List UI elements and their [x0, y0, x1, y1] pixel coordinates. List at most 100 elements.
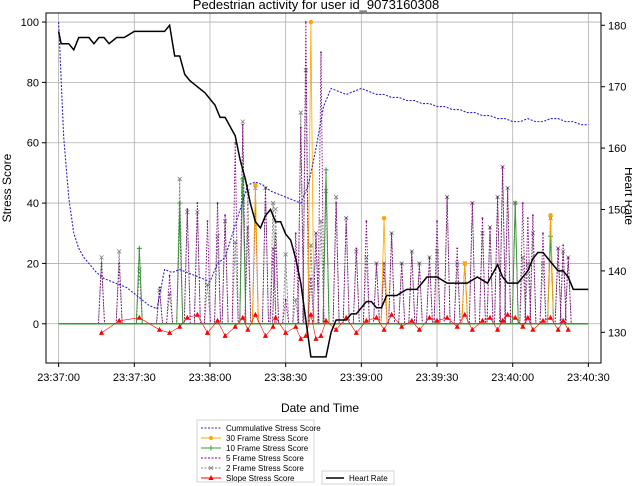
f2-point	[270, 200, 276, 206]
slope-point	[333, 326, 339, 332]
legend-cumulative-label: Cummulative Stress Score	[226, 424, 321, 433]
slope-point	[530, 326, 536, 332]
f2-point	[205, 282, 210, 287]
f5-point	[471, 202, 474, 204]
slope-point	[555, 326, 561, 332]
slope-point	[156, 326, 163, 332]
slope-point	[167, 329, 173, 335]
x-tick-label: 23:40:00	[491, 372, 534, 384]
f5-point	[501, 165, 504, 168]
x-tick-label: 23:38:00	[189, 372, 232, 384]
f2-point	[273, 206, 278, 212]
slope-series-line	[101, 314, 569, 340]
f2-point	[293, 297, 299, 302]
slope-point	[313, 335, 319, 341]
slope-point	[454, 323, 460, 329]
y-tick-label: 40	[27, 198, 39, 210]
slope-point	[184, 314, 190, 320]
legend-f10-marker	[208, 445, 214, 451]
slope-point	[353, 329, 359, 335]
f5-point	[489, 226, 491, 229]
y-tick-label: 80	[27, 77, 39, 89]
slope-point	[308, 311, 314, 317]
x-axis-label: Date and Time	[281, 401, 359, 415]
f5-point	[118, 262, 121, 265]
f10-point	[548, 233, 554, 239]
y2-tick-label: 140	[608, 266, 626, 278]
f2-point	[116, 249, 122, 254]
slope-point	[505, 311, 511, 317]
slope-point	[399, 323, 405, 329]
slope-point	[479, 317, 486, 323]
slope-point	[270, 323, 276, 329]
axis-ticks: 23:37:00 23:37:30 23:38:00 23:38:30 23:39:00…	[21, 17, 627, 384]
slope-point	[512, 314, 518, 320]
x-tick-label: 23:39:30	[416, 372, 459, 384]
f10-point	[323, 167, 329, 173]
chart-title: Pedestrian activity for user id_90731603…	[193, 0, 439, 12]
legend-f2-label: 2 Frame Stress Score	[226, 464, 304, 473]
f5-point	[168, 274, 171, 277]
legend-f30-marker	[209, 436, 213, 440]
legend-f5-label: 5 Frame Stress Score	[226, 454, 304, 463]
f2-point	[177, 176, 182, 182]
slope-point	[240, 314, 246, 320]
f5-point	[446, 196, 449, 198]
slope-point	[416, 326, 422, 332]
f2-point	[99, 255, 104, 260]
f5-point	[100, 262, 103, 265]
f10-point	[240, 176, 246, 182]
f5-point	[335, 202, 338, 204]
slope-point	[298, 335, 304, 341]
f5-point	[224, 214, 227, 217]
f5-point	[375, 262, 378, 265]
slope-point	[381, 326, 387, 332]
f5-point	[299, 126, 302, 129]
f5-point	[241, 123, 244, 126]
slope-point	[363, 317, 369, 323]
x-tick-label: 23:37:30	[113, 372, 156, 384]
series-layer	[57, 19, 589, 358]
grid-lines	[46, 13, 601, 363]
y-axis-label: Stress Score	[0, 153, 14, 222]
f5-point	[216, 202, 219, 204]
slope-point	[252, 311, 258, 317]
f5-point	[304, 21, 307, 23]
f2-point	[323, 188, 329, 194]
f5-point	[365, 220, 368, 223]
f2-point	[222, 218, 228, 224]
slope-point	[177, 323, 183, 329]
slope-point	[245, 326, 251, 332]
slope-point	[373, 314, 380, 320]
y2-tick-label: 160	[608, 143, 626, 155]
y2-tick-label: 180	[608, 20, 626, 32]
f5-series-line	[98, 22, 572, 325]
f5-point	[246, 226, 249, 229]
f5-point	[531, 214, 534, 217]
hr-series-line	[57, 23, 589, 358]
f2-point	[480, 230, 485, 236]
y2-tick-label: 170	[608, 82, 626, 94]
f30-point	[253, 182, 258, 188]
f5-point	[506, 187, 509, 189]
slope-point	[98, 329, 105, 335]
legend-f10-label: 10 Frame Stress Score	[226, 444, 309, 453]
f5-point	[521, 202, 524, 204]
f10-point	[177, 200, 183, 206]
f5-point	[315, 232, 317, 235]
slope-point	[262, 332, 269, 338]
slope-point	[520, 323, 526, 329]
f2-point	[318, 218, 324, 224]
f5-point	[274, 232, 277, 235]
f5-point	[186, 208, 189, 211]
f2-point	[283, 252, 288, 257]
cumulative-series-line	[58, 22, 589, 310]
legend-slope-marker	[208, 475, 214, 480]
f5-point	[234, 141, 237, 144]
slope-point	[222, 332, 228, 338]
f5-point	[481, 217, 484, 220]
slope-point	[547, 314, 554, 320]
slope-point	[116, 317, 122, 323]
y-tick-label: 0	[33, 319, 39, 331]
